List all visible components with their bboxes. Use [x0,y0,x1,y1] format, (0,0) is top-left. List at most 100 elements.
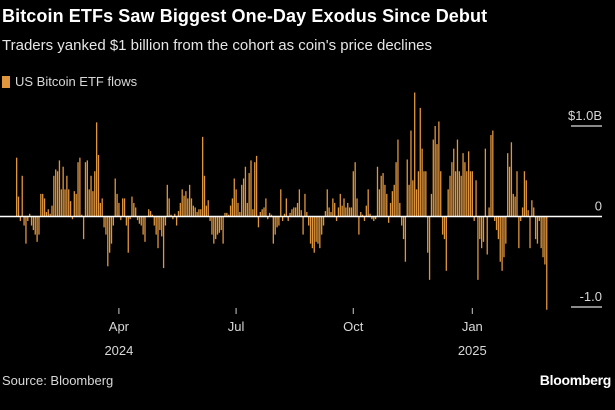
bar [49,213,51,217]
bar [250,160,252,217]
bar [438,121,440,217]
bar [203,175,206,217]
bar [66,175,68,217]
bar [229,205,232,217]
bar [135,207,137,217]
bar [239,211,241,217]
bar [428,216,431,280]
x-tick-label: Oct [343,319,364,334]
bar [149,211,152,217]
bar [462,153,464,217]
bar [300,210,302,217]
bar [228,214,230,217]
bar [358,216,360,235]
bar [148,209,150,217]
bar [97,154,100,217]
bar [469,171,472,217]
bar [122,198,124,217]
bar [235,189,237,217]
bar [389,202,392,217]
bar [505,216,507,244]
bar [185,191,187,217]
bar [467,151,470,217]
bar [241,184,243,217]
bar [283,213,286,217]
bar [388,216,390,223]
bar [458,171,460,217]
bar [443,216,446,240]
bar [471,171,473,217]
bar [47,209,49,217]
bar [354,162,356,217]
bar [466,171,468,217]
bar [56,171,59,217]
bar [423,171,425,217]
bar [434,126,436,217]
bar [521,207,524,217]
bar [374,216,377,220]
y-tick-label: 0 [595,199,602,214]
bar [306,211,308,217]
bar [233,178,235,217]
bar [298,189,301,217]
bar [198,209,200,217]
bar [507,153,509,217]
bar [246,202,248,217]
chart-title: Bitcoin ETFs Saw Biggest One-Day Exodus … [2,6,488,26]
bar [322,216,325,226]
bar [518,216,520,249]
bar [479,216,481,240]
bar [367,189,369,217]
bar [71,216,74,220]
bar [109,216,111,253]
bar [94,171,96,217]
bar [187,198,189,217]
bar [60,189,62,217]
bar [289,212,291,217]
bar [348,207,351,217]
bar [86,160,88,217]
bar [343,198,345,217]
bar [207,200,209,217]
bar [542,216,544,258]
bar [101,198,103,217]
bar [144,216,146,242]
bar [265,198,267,217]
bar [125,216,128,226]
bar [308,216,310,226]
bar [350,207,353,217]
bar [352,171,354,217]
bar [244,166,247,217]
source-note: Source: Bloomberg [2,373,114,388]
chart-subtitle: Traders yanked $1 billion from the cohor… [2,37,433,54]
bar [237,202,239,217]
bar [276,216,278,228]
bar [162,216,165,269]
bar [384,184,386,217]
bar [138,216,141,224]
bar [32,216,35,231]
bar [460,175,462,217]
bar [248,173,250,217]
bar [114,178,116,217]
bar [95,122,98,217]
bar [151,214,154,217]
bar [194,207,196,217]
bar [328,207,330,217]
bar [456,139,459,217]
bar [533,207,535,217]
bar [525,180,527,217]
bloomberg-logo: Bloomberg [539,372,612,388]
bar [285,198,287,217]
bar [296,202,299,217]
bar [120,216,122,221]
bar [529,216,531,249]
bar [79,157,81,217]
bar [417,171,420,217]
bar [427,216,429,253]
bar [213,216,215,244]
bar [337,207,340,217]
bar [520,216,522,222]
bar [190,198,193,217]
bar [75,193,77,217]
